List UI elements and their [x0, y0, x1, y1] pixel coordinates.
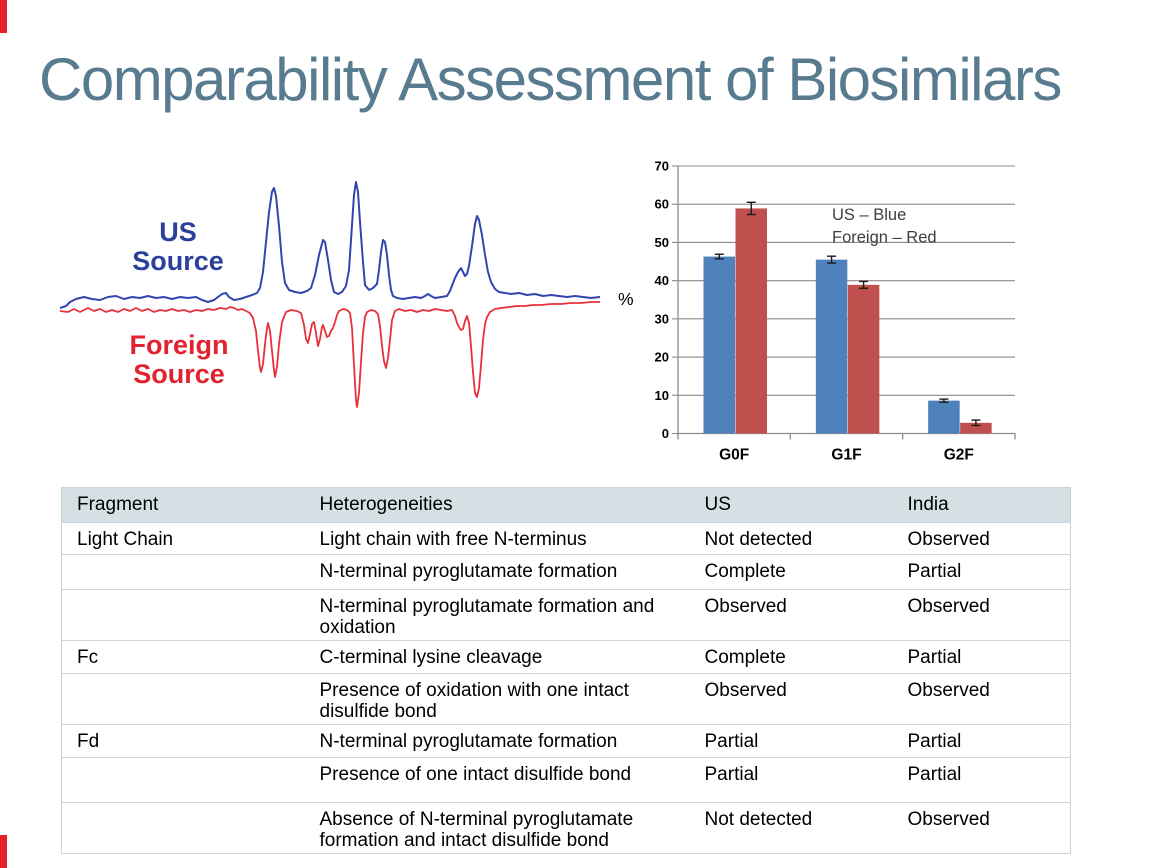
table-row: Fc C-terminal lysine cleavage Complete P…	[61, 640, 1071, 674]
table-row: Fd N-terminal pyroglutamate formation Pa…	[61, 724, 1071, 758]
col-header-us: US	[690, 487, 894, 523]
cell-heterogeneity: Presence of one intact disulfide bond	[319, 764, 632, 785]
foreign-source-label: Foreign Source	[109, 331, 249, 389]
cell-us: Not detected	[704, 529, 813, 550]
cell-fragment	[62, 590, 306, 641]
bar-chart-canvas: 0 10 20 30 40 50 60 70 G0F G1F G2F US – Blue Foreign…	[618, 159, 1016, 464]
svg-text:30: 30	[655, 311, 669, 326]
cell-heterogeneity: N-terminal pyroglutamate formation and o…	[319, 596, 655, 638]
cell-india: Observed	[907, 809, 990, 830]
cell-us: Observed	[704, 680, 787, 701]
cell-fragment: Fc	[77, 647, 99, 668]
svg-text:US – Blue: US – Blue	[832, 206, 906, 224]
foreign-trace	[60, 301, 600, 408]
chromatogram-traces	[60, 181, 600, 408]
cell-heterogeneity: Absence of N-terminal pyroglutamate form…	[319, 809, 634, 851]
bar-US-G0F	[703, 256, 735, 434]
cell-india: Partial	[907, 647, 962, 668]
bar-Foreign-G0F	[735, 208, 767, 434]
us-source-label: US Source	[118, 218, 238, 276]
cell-heterogeneity: Light chain with free N-terminus	[319, 529, 587, 550]
cell-india: Observed	[907, 680, 990, 701]
cell-heterogeneity: Presence of oxidation with one intact di…	[319, 680, 629, 722]
us-source-label-line1: US	[159, 217, 197, 247]
bar-US-G2F	[928, 400, 960, 434]
slide-edge-accent-bottom	[0, 835, 7, 868]
bar-Foreign-G2F	[960, 422, 992, 434]
cell-fragment	[62, 758, 306, 803]
svg-text:40: 40	[655, 273, 669, 288]
cell-india: Partial	[907, 731, 962, 752]
table-header-row: Fragment Heterogeneities US India	[61, 487, 1071, 523]
foreign-source-label-line2: Source	[133, 359, 225, 389]
cell-fragment	[62, 674, 306, 725]
svg-text:50: 50	[655, 235, 669, 250]
cell-fragment: Fd	[77, 731, 100, 752]
cell-heterogeneity: C-terminal lysine cleavage	[319, 647, 543, 668]
bar-US-G1F	[815, 259, 848, 434]
cell-heterogeneity: N-terminal pyroglutamate formation	[319, 561, 618, 582]
cell-us: Not detected	[704, 809, 813, 830]
chromatogram-figure: US Source Foreign Source	[60, 150, 600, 440]
col-header-heterogeneities: Heterogeneities	[305, 487, 691, 523]
page-title: Comparability Assessment of Biosimilars	[39, 46, 1062, 113]
bar-Foreign-G1F	[847, 284, 880, 434]
svg-text:70: 70	[655, 159, 669, 174]
cell-us: Complete	[704, 647, 786, 668]
cell-us: Partial	[704, 731, 759, 752]
us-trace	[60, 181, 600, 309]
cell-fragment	[62, 555, 306, 590]
cell-india: Observed	[907, 596, 990, 617]
cell-us: Partial	[704, 764, 759, 785]
table-row: Light Chain Light chain with free N-term…	[61, 522, 1071, 555]
svg-text:G2F: G2F	[944, 447, 974, 464]
cell-india: Partial	[907, 561, 962, 582]
cell-heterogeneity: N-terminal pyroglutamate formation	[319, 731, 618, 752]
svg-text:%: %	[618, 289, 634, 309]
svg-text:G1F: G1F	[831, 447, 861, 464]
cell-india: Observed	[907, 529, 990, 550]
svg-text:G0F: G0F	[719, 447, 749, 464]
table-row: N-terminal pyroglutamate formation and o…	[61, 589, 1071, 641]
cell-us: Complete	[704, 561, 786, 582]
col-header-india: India	[893, 487, 1071, 523]
us-source-label-line2: Source	[132, 246, 224, 276]
svg-text:10: 10	[655, 388, 669, 403]
cell-fragment	[62, 803, 306, 854]
comparability-table: Fragment Heterogeneities US India Light …	[61, 487, 1071, 854]
glycan-bar-chart: 0 10 20 30 40 50 60 70 G0F G1F G2F US – Blue Foreign…	[610, 145, 1080, 475]
cell-fragment: Light Chain	[77, 529, 174, 550]
foreign-source-label-line1: Foreign	[129, 330, 229, 360]
svg-text:20: 20	[655, 350, 669, 365]
svg-text:60: 60	[655, 197, 669, 212]
slide-edge-accent-top	[0, 0, 7, 33]
svg-text:Foreign – Red: Foreign – Red	[832, 229, 937, 247]
cell-us: Observed	[704, 596, 787, 617]
svg-text:0: 0	[662, 426, 669, 441]
table-row: Presence of one intact disulfide bond Pa…	[61, 757, 1071, 803]
cell-india: Partial	[907, 764, 962, 785]
table-row: Presence of oxidation with one intact di…	[61, 673, 1071, 725]
col-header-fragment: Fragment	[61, 487, 306, 523]
table-row: N-terminal pyroglutamate formation Compl…	[61, 554, 1071, 590]
table-row: Absence of N-terminal pyroglutamate form…	[61, 802, 1071, 854]
